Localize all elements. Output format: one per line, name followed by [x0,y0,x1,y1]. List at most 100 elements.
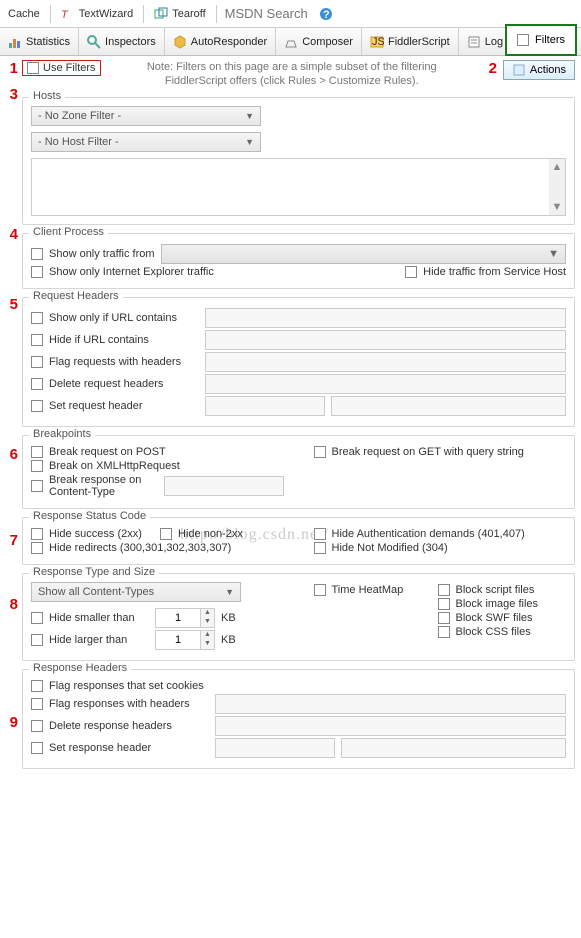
checkbox[interactable] [31,460,43,472]
checkbox[interactable] [31,612,43,624]
tab-filters[interactable]: Filters [505,24,577,56]
spin-up-icon[interactable]: ▲ [200,631,214,640]
checkbox[interactable] [31,266,43,278]
checkbox[interactable] [31,698,43,710]
smaller-spinner[interactable]: 1▲▼ [155,608,215,628]
tab-statistics[interactable]: Statistics [0,28,79,55]
flag-cookies-label: Flag responses that set cookies [49,680,204,692]
checkbox[interactable] [438,612,450,624]
larger-spinner[interactable]: 1▲▼ [155,630,215,650]
checkbox[interactable] [31,680,43,692]
tearoff-button[interactable]: Tearoff [148,3,211,25]
delete-resp-headers-label: Delete response headers [49,720,209,732]
flag-req-input[interactable] [205,352,566,372]
fiddlerscript-icon: JS [370,35,384,49]
checkbox[interactable] [405,266,417,278]
response-status-group: Response Status Code Hide success (2xx) … [22,517,575,565]
break-post-label: Break request on POST [49,446,166,458]
checkbox[interactable] [31,334,43,346]
tab-composer[interactable]: Composer [276,28,362,55]
delete-req-input[interactable] [205,374,566,394]
spin-down-icon[interactable]: ▼ [200,640,214,649]
spin-down-icon[interactable]: ▼ [200,618,214,627]
tab-inspectors[interactable]: Inspectors [79,28,165,55]
checkbox[interactable] [31,378,43,390]
client-process-group: Client Process Show only traffic from ▼ … [22,233,575,289]
filters-note: Note: Filters on this page are a simple … [109,60,475,89]
hide-servicehost-label: Hide traffic from Service Host [423,266,566,278]
set-resp-value-input[interactable] [341,738,566,758]
checkbox[interactable] [438,598,450,610]
tabbar: Statistics Inspectors AutoResponder Comp… [0,28,581,56]
cache-menu[interactable]: Cache [2,3,46,25]
checkbox[interactable] [314,528,326,540]
delete-req-headers-label: Delete request headers [49,378,199,390]
group-title: Response Headers [29,662,131,674]
delete-resp-input[interactable] [215,716,566,736]
break-ct-input[interactable] [164,476,284,496]
group-title: Client Process [29,226,108,238]
checkbox[interactable] [31,742,43,754]
chevron-down-icon: ▼ [245,137,254,147]
hide-non2xx-label: Hide non-2xx [178,528,243,540]
annotation-5: 5 [4,296,18,313]
msdn-search-input[interactable] [221,4,311,23]
use-filters-checkbox[interactable]: Use Filters [22,60,101,76]
statistics-icon [8,35,22,49]
checkbox[interactable] [31,542,43,554]
hide-url-input[interactable] [205,330,566,350]
scrollbar[interactable]: ▲▼ [549,159,565,215]
textwizard-button[interactable]: T TextWizard [55,3,139,25]
checkbox[interactable] [31,634,43,646]
url-contains-input[interactable] [205,308,566,328]
svg-text:?: ? [323,9,330,21]
tab-autoresponder[interactable]: AutoResponder [165,28,276,55]
checkbox-icon [27,62,39,74]
svg-text:T: T [61,9,69,21]
actions-button[interactable]: Actions [503,60,575,80]
group-title: Hosts [29,90,65,102]
hide-larger-label: Hide larger than [49,634,149,646]
breakpoints-group: Breakpoints Break request on POST Break … [22,435,575,509]
inspectors-icon [87,35,101,49]
block-image-label: Block image files [456,598,539,610]
checkbox[interactable] [31,248,43,260]
hosts-textarea[interactable]: ▲▼ [31,158,566,216]
tab-fiddlerscript[interactable]: JSFiddlerScript [362,28,459,55]
checkbox[interactable] [31,446,43,458]
checkbox[interactable] [438,584,450,596]
checkbox[interactable] [438,626,450,638]
checkbox[interactable] [31,720,43,732]
flag-resp-input[interactable] [215,694,566,714]
checkbox[interactable] [31,400,43,412]
checkbox[interactable] [314,542,326,554]
checkbox[interactable] [160,528,172,540]
annotation-9: 9 [4,714,18,731]
show-url-contains-label: Show only if URL contains [49,312,199,324]
set-req-value-input[interactable] [331,396,566,416]
block-swf-label: Block SWF files [456,612,533,624]
group-title: Breakpoints [29,428,95,440]
block-script-label: Block script files [456,584,535,596]
checkbox[interactable] [31,356,43,368]
content-types-select[interactable]: Show all Content-Types▼ [31,582,241,602]
checkbox[interactable] [314,446,326,458]
zone-filter-select[interactable]: - No Zone Filter -▼ [31,106,261,126]
group-title: Request Headers [29,290,123,302]
checkbox[interactable] [31,312,43,324]
set-req-name-input[interactable] [205,396,325,416]
annotation-8: 8 [4,596,18,613]
host-filter-select[interactable]: - No Host Filter -▼ [31,132,261,152]
set-resp-name-input[interactable] [215,738,335,758]
help-button[interactable]: ? [313,3,339,25]
process-select[interactable]: ▼ [161,244,566,264]
spin-up-icon[interactable]: ▲ [200,609,214,618]
kb-label: KB [221,612,236,624]
checkbox[interactable] [314,584,326,596]
checkbox[interactable] [31,528,43,540]
annotation-6: 6 [4,446,18,463]
group-title: Response Status Code [29,510,150,522]
chevron-down-icon: ▼ [225,587,234,597]
break-ct-label: Break response on Content-Type [49,474,158,498]
checkbox[interactable] [31,480,43,492]
